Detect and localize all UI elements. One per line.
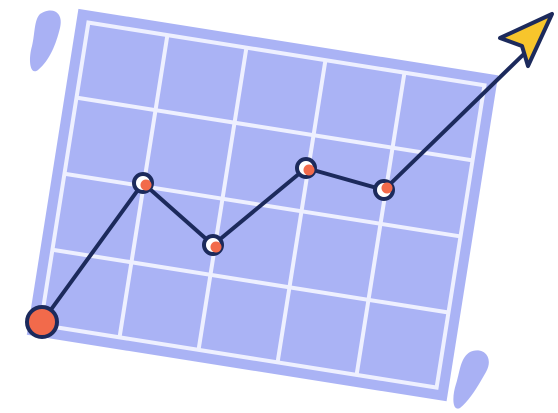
point: [373, 179, 395, 201]
trend-line: [40, 48, 530, 324]
point: [295, 157, 317, 179]
point: [25, 305, 59, 339]
point-fill: [303, 164, 315, 176]
grid-line: [76, 95, 473, 163]
point-fill: [210, 241, 222, 253]
point: [132, 172, 154, 194]
arrow-head: [498, 12, 554, 68]
decor-blob: [30, 10, 61, 72]
decor-blob: [453, 350, 489, 409]
point: [202, 234, 224, 256]
trend-points: [25, 157, 395, 339]
point-fill: [381, 182, 393, 194]
point-fill: [140, 179, 152, 191]
grid-line: [52, 247, 449, 315]
